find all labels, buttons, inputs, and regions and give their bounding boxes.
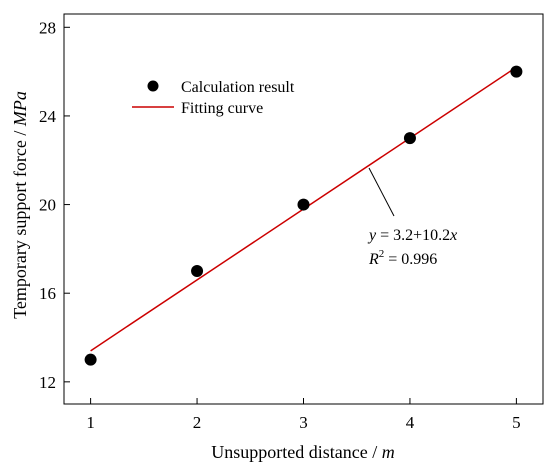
calculation-result-point <box>510 65 523 78</box>
legend: Calculation result Fitting curve <box>132 79 295 117</box>
fit-equation-y: y <box>367 227 377 244</box>
legend-label-fitting-curve: Fitting curve <box>181 100 263 117</box>
legend-label-calculation-result: Calculation result <box>181 79 295 96</box>
y-tick-label: 24 <box>39 107 57 126</box>
annotation-leader-line <box>368 167 395 217</box>
x-tick-label: 4 <box>406 413 415 432</box>
x-tick-label: 1 <box>86 413 95 432</box>
x-tick-label: 2 <box>193 413 202 432</box>
y-tick-label: 12 <box>39 373 56 392</box>
fit-equation-x: x <box>449 227 457 244</box>
calculation-result-point <box>297 198 310 211</box>
r-squared-value: = 0.996 <box>384 251 437 268</box>
r-squared-power: 2 <box>379 248 385 260</box>
data-marks <box>84 65 523 366</box>
y-axis: 12 16 20 24 28 <box>39 18 70 392</box>
x-tick-label: 3 <box>299 413 308 432</box>
x-axis-label: Unsupported distance / m <box>211 442 394 462</box>
fit-r-squared: R2 = 0.996 <box>368 248 437 268</box>
fit-equation: y = 3.2+10.2x <box>367 227 457 244</box>
y-tick-label: 28 <box>39 18 56 37</box>
x-axis-label-unit: m <box>382 442 395 462</box>
calculation-result-point <box>403 132 416 145</box>
x-axis: 1 2 3 4 5 <box>86 398 521 432</box>
y-tick-label: 20 <box>39 196 56 215</box>
legend-scatter-marker <box>147 80 159 92</box>
r-squared-symbol: R <box>368 251 379 268</box>
fit-equation-body: = 3.2+10.2 <box>376 227 450 244</box>
y-axis-label: Temporary support force / MPa <box>10 91 30 319</box>
x-axis-label-text: Unsupported distance / <box>211 442 381 462</box>
calculation-result-point <box>191 265 204 278</box>
y-axis-label-unit: MPa <box>10 91 30 127</box>
calculation-result-point <box>84 353 97 366</box>
y-tick-label: 16 <box>39 284 56 303</box>
x-tick-label: 5 <box>512 413 521 432</box>
y-axis-label-text: Temporary support force / <box>10 126 30 319</box>
